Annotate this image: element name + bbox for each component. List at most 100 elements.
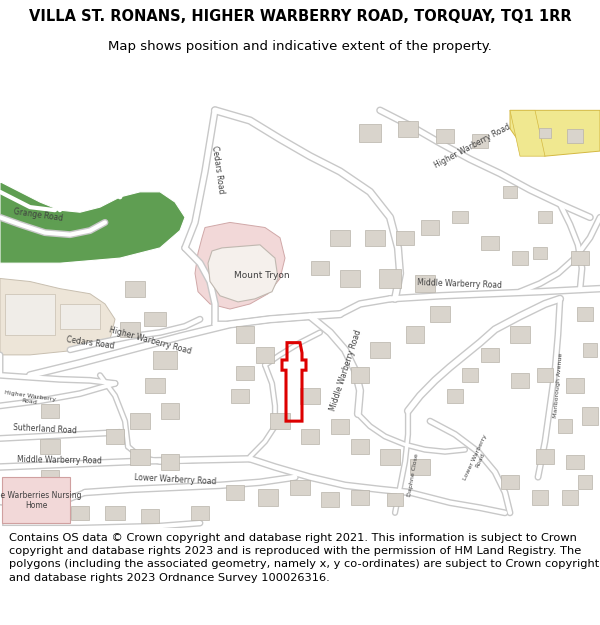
FancyBboxPatch shape: [503, 186, 517, 198]
Polygon shape: [195, 222, 285, 309]
FancyBboxPatch shape: [106, 429, 124, 444]
FancyBboxPatch shape: [351, 439, 369, 454]
Polygon shape: [5, 294, 55, 334]
FancyBboxPatch shape: [582, 407, 598, 425]
Text: Cedars Road: Cedars Road: [210, 145, 226, 194]
FancyBboxPatch shape: [380, 449, 400, 465]
FancyBboxPatch shape: [365, 229, 385, 246]
FancyBboxPatch shape: [447, 389, 463, 402]
FancyBboxPatch shape: [41, 404, 59, 418]
FancyBboxPatch shape: [125, 281, 145, 297]
FancyBboxPatch shape: [321, 492, 339, 507]
FancyBboxPatch shape: [141, 509, 159, 523]
FancyBboxPatch shape: [120, 322, 140, 336]
FancyBboxPatch shape: [145, 378, 165, 393]
FancyBboxPatch shape: [421, 221, 439, 234]
Polygon shape: [2, 477, 70, 523]
FancyBboxPatch shape: [370, 342, 390, 358]
FancyBboxPatch shape: [481, 348, 499, 362]
FancyBboxPatch shape: [231, 389, 249, 402]
FancyBboxPatch shape: [533, 247, 547, 259]
FancyBboxPatch shape: [387, 494, 403, 506]
FancyBboxPatch shape: [415, 276, 435, 292]
FancyBboxPatch shape: [430, 306, 450, 322]
FancyBboxPatch shape: [396, 231, 414, 245]
Polygon shape: [510, 111, 600, 156]
Text: Cedars Road: Cedars Road: [65, 335, 115, 351]
FancyBboxPatch shape: [558, 419, 572, 433]
FancyBboxPatch shape: [290, 480, 310, 495]
FancyBboxPatch shape: [270, 413, 290, 429]
FancyBboxPatch shape: [436, 129, 454, 143]
FancyBboxPatch shape: [510, 326, 530, 342]
FancyBboxPatch shape: [330, 229, 350, 246]
Text: The Warberries Nursing
Home: The Warberries Nursing Home: [0, 491, 81, 510]
Text: Middle Warberry Road: Middle Warberry Road: [329, 328, 364, 412]
FancyBboxPatch shape: [538, 211, 552, 223]
FancyBboxPatch shape: [130, 449, 150, 465]
Polygon shape: [60, 304, 100, 329]
FancyBboxPatch shape: [258, 489, 278, 506]
FancyBboxPatch shape: [226, 486, 244, 499]
FancyBboxPatch shape: [351, 367, 369, 383]
FancyBboxPatch shape: [462, 368, 478, 382]
FancyBboxPatch shape: [130, 414, 150, 429]
FancyBboxPatch shape: [161, 403, 179, 419]
FancyBboxPatch shape: [71, 506, 89, 520]
Text: Daphne Close: Daphne Close: [407, 453, 419, 497]
FancyBboxPatch shape: [153, 351, 177, 369]
FancyBboxPatch shape: [571, 251, 589, 265]
FancyBboxPatch shape: [501, 475, 519, 489]
FancyBboxPatch shape: [539, 127, 551, 138]
FancyBboxPatch shape: [537, 368, 553, 382]
FancyBboxPatch shape: [481, 236, 499, 250]
Text: Mount Tryon: Mount Tryon: [234, 271, 290, 280]
FancyBboxPatch shape: [144, 312, 166, 326]
FancyBboxPatch shape: [578, 475, 592, 489]
FancyBboxPatch shape: [161, 454, 179, 469]
FancyBboxPatch shape: [410, 459, 430, 475]
Polygon shape: [208, 245, 278, 302]
Text: Grange Road: Grange Road: [13, 208, 64, 223]
Text: Middle Warberry Road: Middle Warberry Road: [17, 454, 103, 465]
Text: VILLA ST. RONANS, HIGHER WARBERRY ROAD, TORQUAY, TQ1 1RR: VILLA ST. RONANS, HIGHER WARBERRY ROAD, …: [29, 9, 571, 24]
Text: Contains OS data © Crown copyright and database right 2021. This information is : Contains OS data © Crown copyright and d…: [9, 533, 599, 582]
FancyBboxPatch shape: [583, 342, 597, 357]
FancyBboxPatch shape: [41, 469, 59, 485]
FancyBboxPatch shape: [536, 449, 554, 464]
Text: Marlborough Avenue: Marlborough Avenue: [553, 352, 563, 418]
FancyBboxPatch shape: [300, 388, 320, 404]
FancyBboxPatch shape: [398, 121, 418, 137]
FancyBboxPatch shape: [472, 134, 488, 148]
FancyBboxPatch shape: [340, 270, 360, 287]
Text: Lower Warberry
Road: Lower Warberry Road: [463, 434, 493, 484]
FancyBboxPatch shape: [40, 439, 60, 454]
FancyBboxPatch shape: [105, 506, 125, 520]
FancyBboxPatch shape: [511, 373, 529, 388]
FancyBboxPatch shape: [191, 506, 209, 520]
FancyBboxPatch shape: [379, 269, 401, 288]
FancyBboxPatch shape: [331, 419, 349, 434]
Text: Higher Warberry
Road: Higher Warberry Road: [4, 390, 56, 408]
FancyBboxPatch shape: [567, 129, 583, 143]
Text: Lower Warberry Road: Lower Warberry Road: [134, 472, 217, 486]
FancyBboxPatch shape: [452, 211, 468, 223]
FancyBboxPatch shape: [566, 455, 584, 469]
Polygon shape: [510, 111, 545, 156]
FancyBboxPatch shape: [562, 491, 578, 505]
FancyBboxPatch shape: [532, 491, 548, 505]
FancyBboxPatch shape: [406, 326, 424, 342]
FancyBboxPatch shape: [351, 491, 369, 505]
Text: Middle Warberry Road: Middle Warberry Road: [418, 278, 503, 289]
FancyBboxPatch shape: [512, 251, 528, 265]
Text: Higher Warberry Road: Higher Warberry Road: [433, 122, 512, 170]
Text: Sutherland Road: Sutherland Road: [13, 423, 77, 436]
Text: Higher Warberry Road: Higher Warberry Road: [108, 325, 192, 356]
FancyBboxPatch shape: [577, 307, 593, 321]
FancyBboxPatch shape: [566, 378, 584, 393]
FancyBboxPatch shape: [359, 124, 381, 142]
FancyBboxPatch shape: [236, 366, 254, 381]
FancyBboxPatch shape: [236, 326, 254, 342]
Text: Map shows position and indicative extent of the property.: Map shows position and indicative extent…: [108, 40, 492, 52]
FancyBboxPatch shape: [256, 347, 274, 363]
